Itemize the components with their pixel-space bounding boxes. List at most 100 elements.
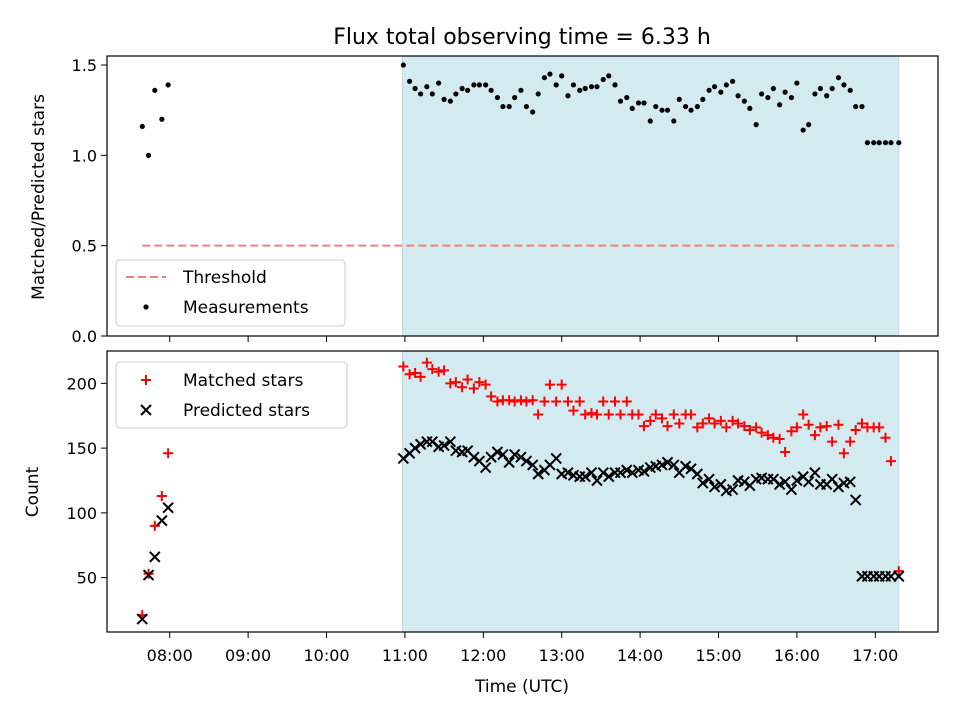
matched-star-point: [610, 396, 621, 407]
predicted-star-point: [844, 476, 856, 488]
measurement-point: [741, 98, 747, 104]
matched-star-point: [486, 391, 497, 402]
measurement-point: [647, 118, 653, 124]
matched-star-point: [527, 395, 538, 406]
matched-star-point: [874, 422, 885, 433]
measurement-point: [471, 82, 477, 88]
matched-star-point: [156, 491, 167, 502]
x-axis-label: Time (UTC): [474, 677, 569, 697]
measurement-point: [400, 62, 406, 68]
matched-star-point: [838, 448, 849, 459]
measurement-point: [570, 82, 577, 88]
matched-star-point: [833, 419, 844, 430]
matched-star-point: [809, 430, 820, 441]
measurement-point: [753, 122, 759, 128]
measurement-point: [794, 80, 800, 86]
measurement-point: [476, 82, 482, 88]
measurement-point: [688, 107, 694, 113]
measurement-point: [606, 73, 612, 79]
measurement-point: [447, 98, 453, 104]
measurement-point: [759, 91, 765, 97]
predicted-star-point: [708, 481, 721, 493]
bottom-y-axis-label: Count: [23, 466, 43, 517]
legend-predicted-swatch: [140, 404, 152, 416]
measurement-point: [711, 84, 718, 90]
matched-star-point: [574, 396, 585, 407]
measurement-point: [453, 91, 459, 97]
matched-star-point: [515, 395, 526, 406]
measurement-point: [577, 87, 583, 93]
predicted-star-point: [136, 613, 148, 625]
predicted-star-point: [149, 551, 161, 563]
matched-star-point: [562, 396, 573, 407]
matched-star-point: [650, 409, 661, 420]
predicted-star-point: [444, 435, 457, 448]
measurement-point: [817, 85, 824, 92]
matched-star-point: [556, 379, 567, 390]
predicted-star-point: [738, 476, 751, 488]
matched-star-point: [657, 413, 668, 424]
measurement-point: [506, 103, 512, 110]
matched-star-point: [815, 422, 826, 433]
predicted-star-point: [526, 459, 539, 471]
predicted-star-point: [785, 483, 798, 496]
x-tick-label: 11:00: [382, 646, 428, 665]
matched-star-point: [821, 421, 832, 432]
measurement-point: [876, 140, 882, 146]
measurement-point: [523, 103, 530, 110]
matched-star-point: [398, 361, 409, 372]
matched-star-point: [427, 364, 438, 375]
matched-star-point: [539, 396, 550, 407]
matched-star-point: [880, 432, 891, 443]
measurement-point: [882, 140, 889, 146]
measurement-point: [417, 91, 424, 97]
matched-star-point: [474, 377, 485, 388]
x-tick-label: 16:00: [774, 646, 820, 665]
measurement-point: [896, 140, 902, 146]
predicted-star-point: [826, 473, 838, 485]
measurement-point: [806, 122, 812, 128]
measurement-point: [730, 78, 736, 84]
predicted-star-point: [603, 470, 615, 483]
measurement-point: [676, 96, 682, 102]
matched-star-point: [149, 520, 160, 531]
matched-star-point: [762, 430, 773, 441]
measurement-point: [530, 109, 536, 115]
x-tick-label: 14:00: [617, 646, 663, 665]
matched-star-point: [733, 418, 744, 429]
legend-predicted-label: Predicted stars: [183, 401, 310, 421]
measurement-point: [700, 96, 706, 102]
measurement-point: [659, 107, 665, 113]
measurement-point: [500, 103, 506, 110]
matched-star-point: [580, 409, 591, 420]
matched-star-point: [686, 409, 697, 420]
matched-star-point: [457, 382, 468, 393]
predicted-star-point: [849, 494, 862, 506]
matched-star-point: [415, 371, 426, 382]
legend-measurements-label: Measurements: [183, 298, 309, 318]
bottom-panel: 50 100 150 200 08:00 09:00 10:00 11:00 12:00 13:0…: [66, 350, 939, 665]
bottom-legend: Matched stars Predicted stars: [115, 361, 348, 429]
predicted-star-point: [626, 467, 638, 479]
predicted-star-point: [832, 481, 845, 493]
predicted-star-point: [579, 470, 591, 483]
matched-star-point: [751, 422, 762, 433]
measurement-point: [812, 91, 818, 97]
matched-star-point: [586, 408, 597, 419]
y-tick-label: 150: [66, 439, 97, 458]
matched-star-point: [727, 415, 738, 426]
measurement-point: [770, 85, 776, 92]
matched-star-point: [639, 421, 650, 432]
shaded-observing-window: [402, 55, 900, 337]
measurement-point: [424, 84, 430, 90]
measurement-point: [436, 80, 442, 86]
predicted-star-point: [414, 438, 427, 450]
x-tick-label: 17:00: [852, 646, 898, 665]
y-tick-label: 1.5: [72, 56, 97, 75]
predicted-star-point: [497, 448, 509, 461]
measurement-point: [800, 127, 806, 133]
predicted-star-point: [142, 569, 155, 581]
measurement-point: [859, 103, 865, 110]
measurement-point: [594, 84, 600, 90]
